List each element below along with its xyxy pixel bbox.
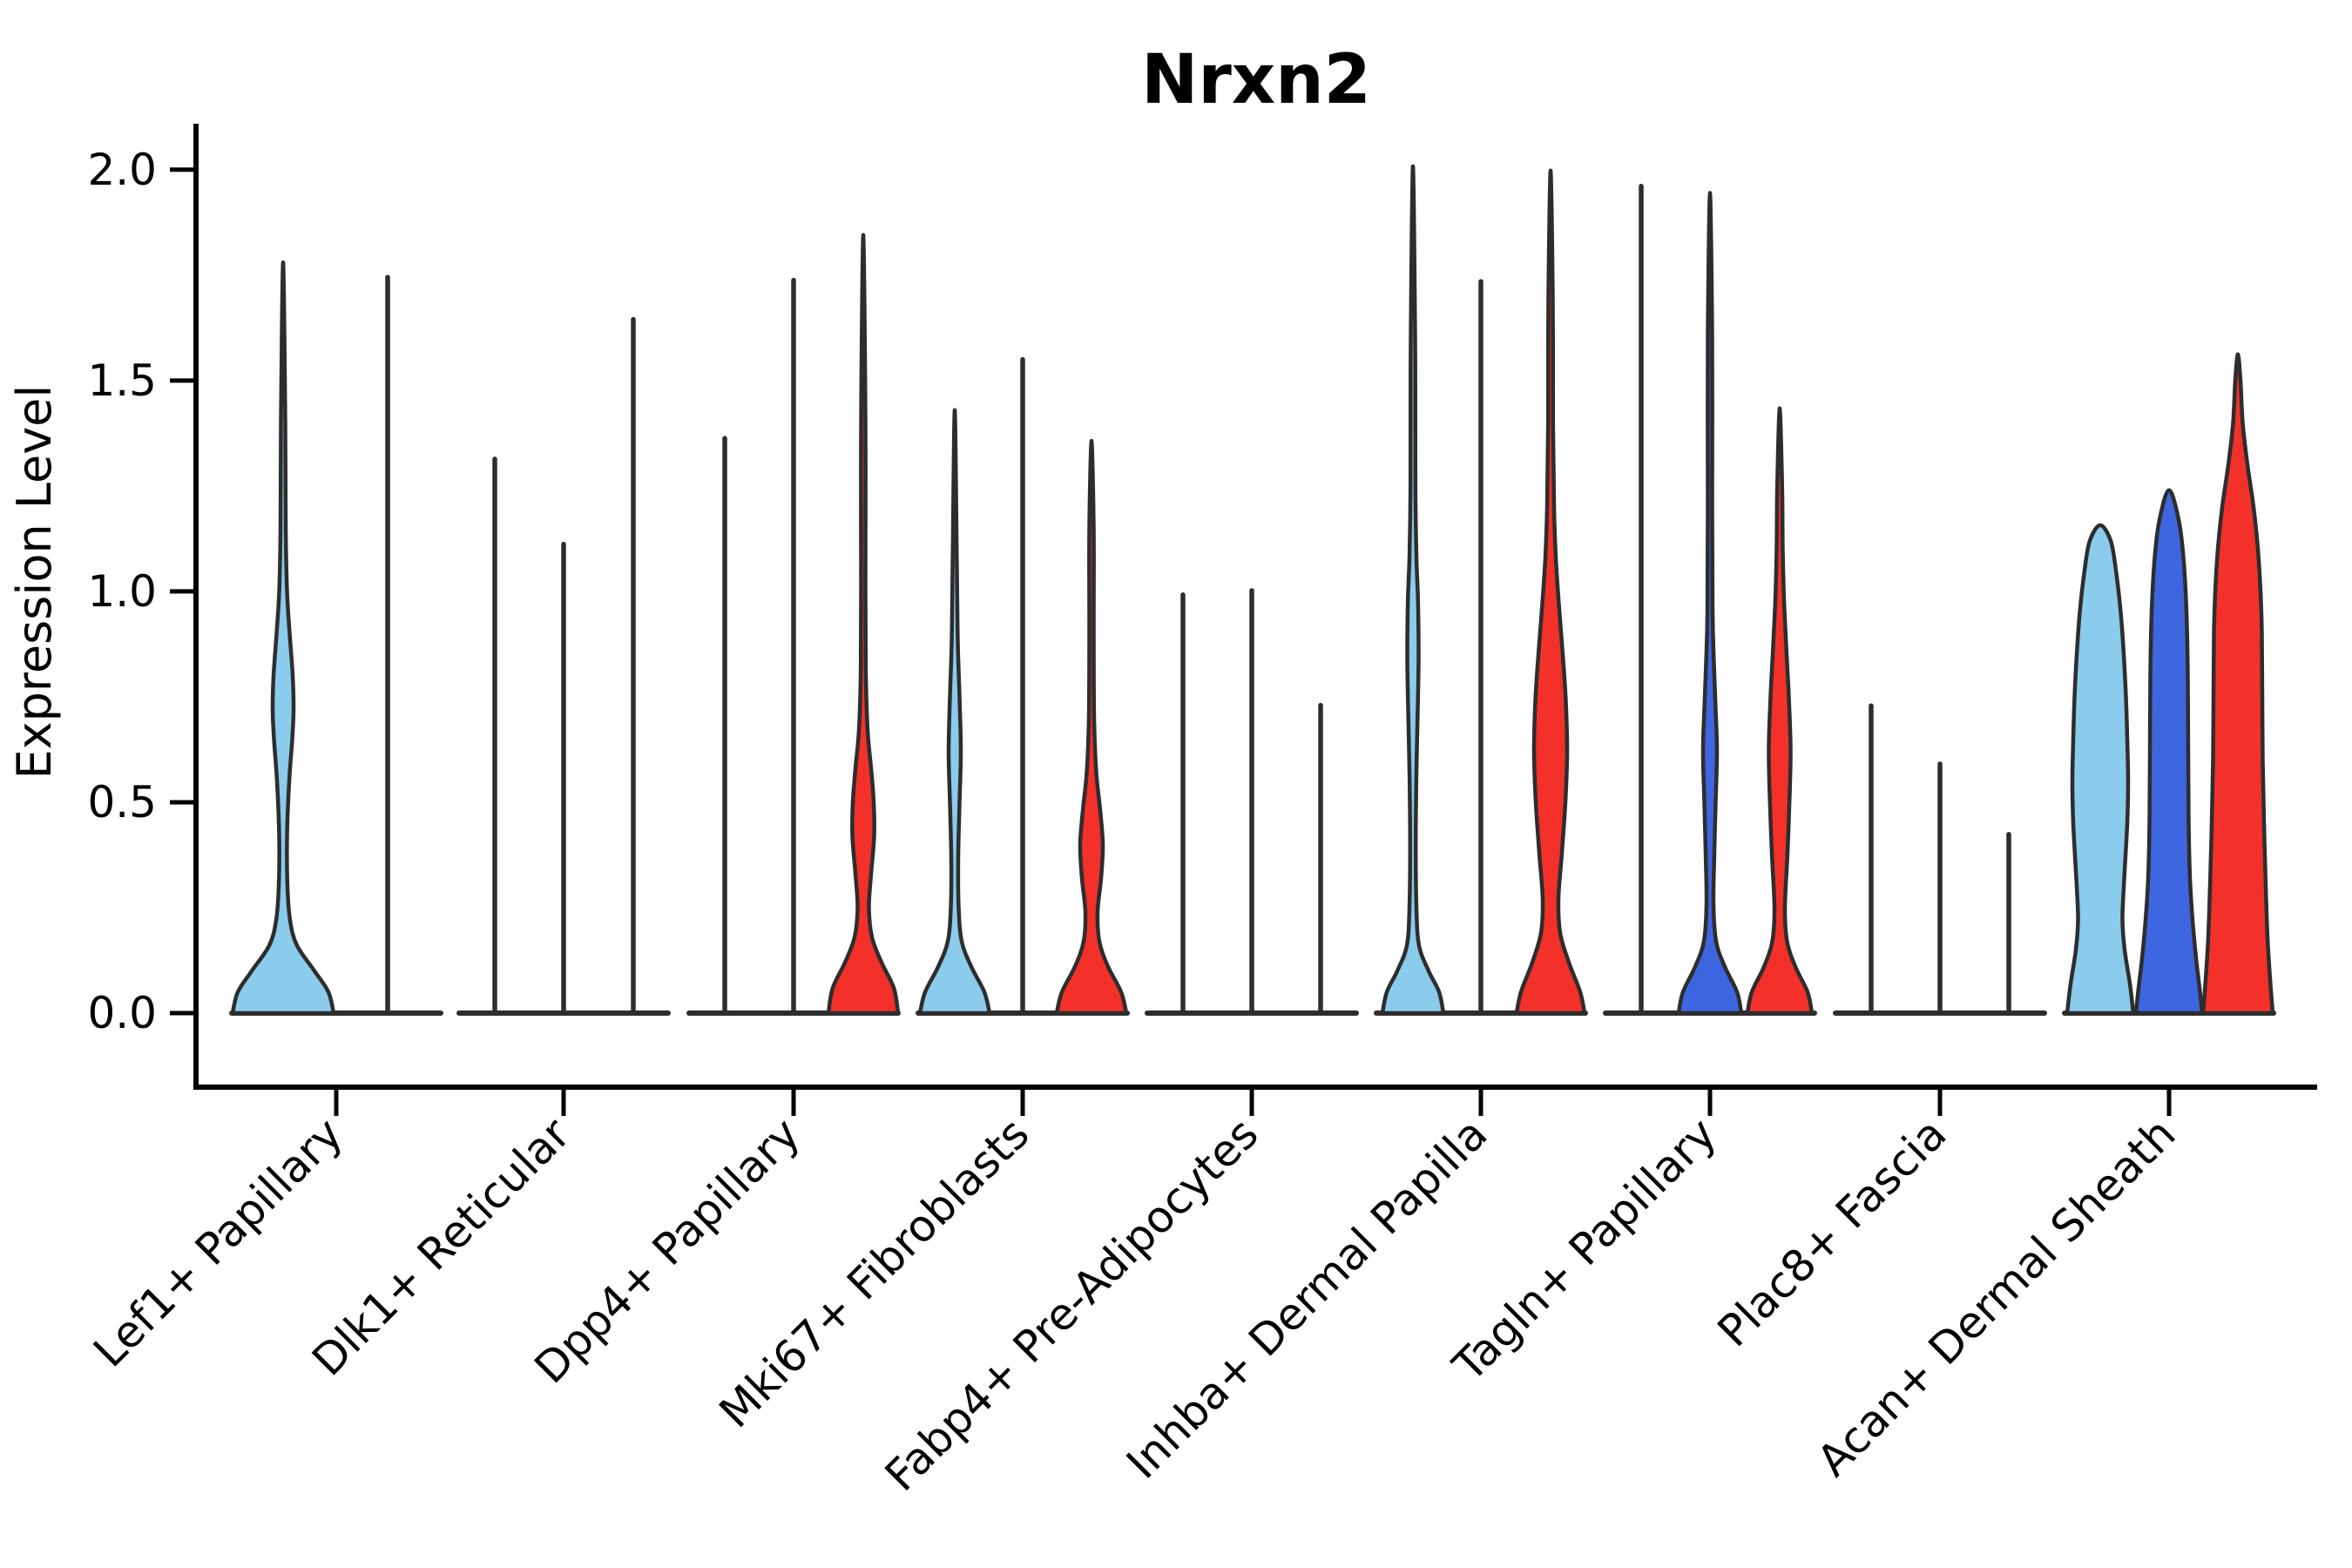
violin-8-0 [2065, 523, 2136, 1016]
violin-5-2 [1514, 168, 1587, 1016]
violin-0-0 [230, 260, 336, 1016]
violin-6-2 [1745, 406, 1815, 1016]
y-tick-label-2: 1.0 [87, 566, 157, 617]
violin-6-1 [1676, 191, 1744, 1016]
violin-3-2 [1054, 438, 1129, 1016]
x-tick-label-4: Fabp4+ Pre-Adipocytes [875, 1108, 1268, 1501]
y-tick-label-0: 0.0 [87, 988, 157, 1038]
violin-bodies [230, 164, 2275, 1016]
y-tick-label-4: 2.0 [87, 145, 157, 195]
violin-2-2 [826, 233, 901, 1016]
y-tick-label-3: 1.5 [87, 355, 157, 406]
violin-8-2 [2200, 352, 2275, 1016]
violin-8-1 [2133, 488, 2205, 1016]
violin-3-0 [917, 408, 992, 1016]
y-tick-label-1: 0.5 [87, 777, 157, 828]
x-tick-label-7: Plac8+ Fascia [1708, 1108, 1957, 1356]
violin-5-0 [1380, 164, 1446, 1016]
y-axis-label: Expression Level [7, 385, 62, 780]
chart-title: Nrxn2 [1141, 41, 1371, 119]
x-tick-label-0: Lef1+ Papillary [84, 1108, 352, 1376]
axes [170, 124, 2317, 1116]
